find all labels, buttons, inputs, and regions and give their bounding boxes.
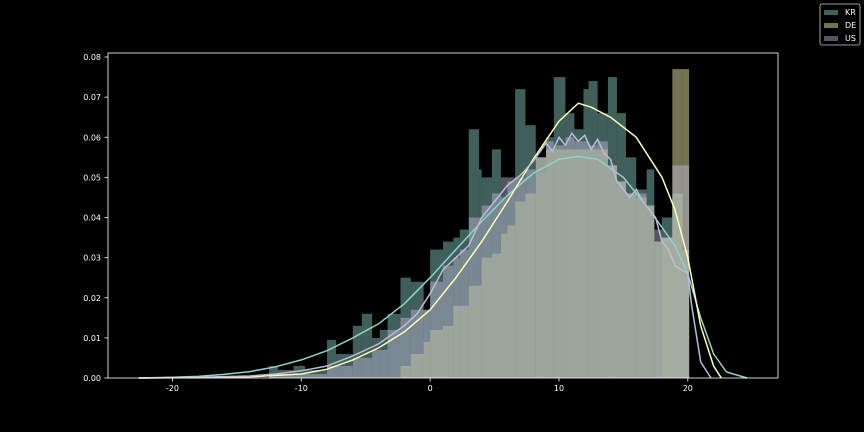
hist-overlap [400,149,690,378]
y-tick-label: 0.00 [83,374,101,383]
y-tick-label: 0.02 [83,294,101,303]
y-tick-label: 0.04 [83,214,101,223]
plot-frame [107,52,779,379]
hist-overlap-bar-18 [565,149,575,378]
hist-overlap-bar-27 [646,205,655,378]
plot-area [138,69,748,379]
hist-bar-kr-7 [361,313,373,378]
hist-overlap-bar-22 [597,149,608,378]
y-tick-label: 0.07 [83,93,101,102]
hist-overlap-bar-7 [468,285,480,378]
hist-overlap-bar-1 [410,353,424,378]
kde-line-de [138,102,722,379]
hist-overlap-bar-17 [553,149,566,378]
hist-bar-kr-8 [372,337,380,378]
hist-bar-kr-2 [293,365,306,378]
hist-overlap-bar-16 [546,149,554,378]
hist-bar-de-2 [682,69,690,379]
hist-bar-us-9 [443,265,454,378]
legend-label-de: DE [845,21,856,30]
hist-overlap-bar-3 [430,329,443,378]
legend-swatch-de [824,23,838,28]
y-axis: 0.00 0.01 0.02 0.03 0.04 0.05 0.06 0.07 0.08 [83,53,108,383]
hist-overlap-bar-13 [515,201,526,378]
x-tick-label: 0 [428,384,433,393]
hist-bar-kr-9 [379,329,388,378]
hist-overlap-bar-26 [636,197,647,378]
hist-bar-kr-6 [352,325,362,378]
hist-overlap-bar-9 [481,257,492,378]
hist-bar-kr-11 [400,277,411,378]
x-tick-label: 10 [554,384,564,393]
hist-bar-us-4 [387,329,401,378]
hist-overlap-bar-30 [672,197,683,378]
hist-overlap-bar-29 [662,241,673,378]
hist-overlap-bar-2 [423,341,431,378]
hist-overlap-bar-20 [583,149,589,378]
kde-line-kr [138,155,748,379]
hist-overlap-bar-8 [479,285,482,378]
hist-bar-kr-19 [479,169,482,378]
hist-overlap-bar-21 [588,149,598,378]
hist-overlap-bar-6 [459,305,469,378]
x-axis: -20 -10 0 10 20 [166,378,693,393]
hist-bar-kr-1 [278,369,294,378]
hist-overlap-bar-24 [616,181,626,378]
y-tick-label: 0.03 [83,254,101,263]
hist-bar-us-2 [352,357,373,378]
legend-swatch-us [824,36,838,41]
hist-overlap-bar-4 [443,325,454,378]
hist-overlap-bar-19 [574,149,584,378]
hist-overlap-bar-14 [525,193,536,378]
hist-overlap-bar-23 [607,165,617,378]
hist-overlap-bar-10 [491,253,501,378]
y-tick-label: 0.05 [83,173,101,182]
x-tick-label: 20 [683,384,693,393]
y-tick-label: 0.08 [83,53,101,62]
legend-label-us: US [845,34,856,43]
y-tick-label: 0.01 [83,334,101,343]
hist-overlap-bar-11 [500,233,508,378]
hist-overlap-bar-15 [535,157,547,378]
legend-swatch-kr [824,10,838,15]
kde-line-us [138,131,712,379]
hist-bar-kr-4 [327,339,337,378]
legend: KR DE US [819,3,861,46]
hist-overlap-bar-28 [654,241,663,378]
hist-bar-kr-17 [459,229,469,378]
hist-bar-us-0 [269,373,328,378]
legend-label-kr: KR [845,8,856,17]
hist-overlap-bar-31 [682,253,690,378]
hist-bar-us-5 [400,317,411,378]
hist-bar-kr-0 [269,365,279,378]
hist-overlap-bar-5 [453,305,460,378]
hist-bar-kr-3 [305,369,328,378]
y-tick-label: 0.06 [83,133,101,142]
hist-bar-kr-15 [443,241,454,378]
x-tick-label: -10 [295,384,308,393]
x-tick-label: -20 [166,384,179,393]
legend-box [819,3,861,46]
hist-overlap-bar-0 [400,365,411,378]
hist-bar-us-3 [372,349,388,378]
hist-bar-us-1 [327,365,353,378]
hist-bar-kr-5 [336,353,353,378]
hist-overlap-bar-12 [507,225,516,378]
hist-overlap-bar-25 [625,193,637,378]
